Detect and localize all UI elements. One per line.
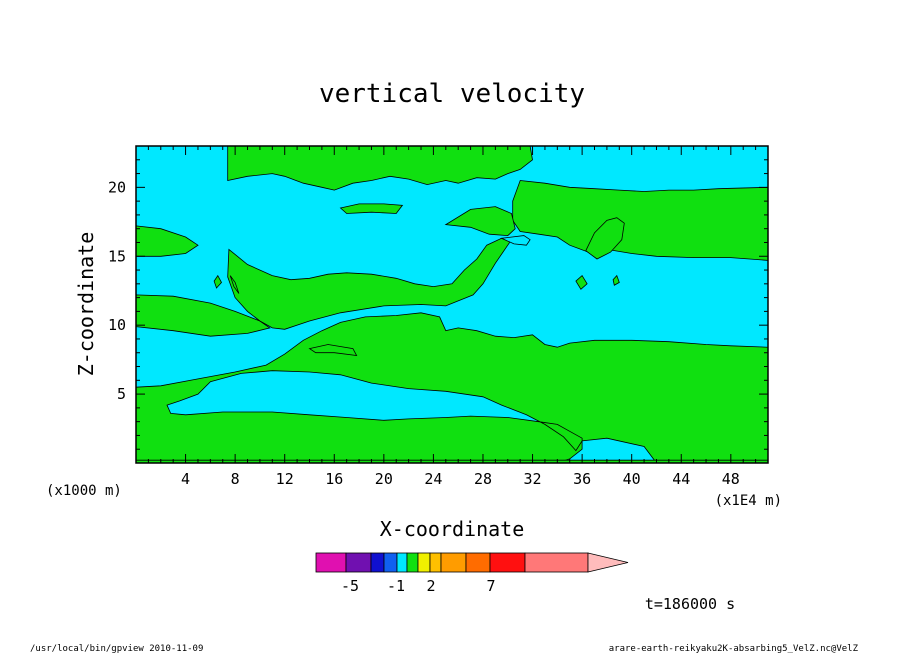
colorbar-swatch [406, 552, 419, 573]
contour-region-green-14 [612, 274, 620, 286]
x-tick-label: 36 [573, 470, 591, 488]
x-tick-label: 8 [231, 470, 240, 488]
x-tick-label: 12 [276, 470, 294, 488]
x-tick-label: 4 [181, 470, 190, 488]
y-tick-label: 5 [117, 385, 126, 403]
colorbar-tick-label: -1 [387, 577, 405, 595]
contour-regions [135, 145, 769, 464]
x-unit-right: (x1E4 m) [715, 493, 782, 509]
chart-title: vertical velocity [319, 79, 585, 109]
y-tick-label: 20 [108, 178, 126, 196]
colorbar-swatch [489, 552, 526, 573]
colorbar-swatch [417, 552, 431, 573]
y-tick-label: 10 [108, 316, 126, 334]
contour-region-green-3 [135, 312, 769, 464]
contour-region-green-1 [135, 294, 271, 337]
plot-frame [135, 145, 769, 464]
colorbar-swatch [315, 552, 347, 573]
colorbar-swatch [440, 552, 467, 573]
colorbar-arrow [587, 552, 629, 573]
contour-region-green-9 [585, 217, 625, 260]
contour-region-green-4 [227, 145, 533, 191]
time-label: t=186000 s [645, 595, 735, 613]
x-axis-ticks: 4 8 12 16 20 24 28 32 36 40 44 48 [147, 146, 757, 488]
footer-right: arare-earth-reikyaku2K-absarbing5_VelZ.n… [609, 644, 859, 654]
x-tick-label: 40 [623, 470, 641, 488]
y-axis-ticks: 5 10 15 20 [108, 159, 768, 450]
colorbar-labels: -5 -1 2 7 [341, 577, 496, 595]
colorbar-swatch [524, 552, 589, 573]
x-tick-label: 32 [524, 470, 542, 488]
x-tick-label: 24 [424, 470, 442, 488]
contour-region-cyan-0 [500, 235, 531, 246]
contour-region-green-7 [444, 206, 516, 237]
x-tick-label: 48 [722, 470, 740, 488]
colorbar-tick-label: 2 [426, 577, 435, 595]
colorbar-swatch [345, 552, 372, 573]
contour-region-green-10 [308, 344, 358, 356]
colorbar-swatch [396, 552, 408, 573]
colorbar-tick-label: -5 [341, 577, 359, 595]
x-tick-label: 28 [474, 470, 492, 488]
x-axis-label: X-coordinate [380, 517, 525, 541]
x-tick-label: 20 [375, 470, 393, 488]
colorbar-swatch [383, 552, 398, 573]
x-unit-left: (x1000 m) [46, 483, 122, 499]
x-tick-label: 16 [325, 470, 343, 488]
y-axis-label: Z-coordinate [74, 232, 98, 377]
contour-region-green-8 [339, 203, 404, 214]
y-tick-label: 15 [108, 247, 126, 265]
contour-region-green-5 [512, 180, 769, 261]
colorbar-swatch [370, 552, 385, 573]
colorbar-swatch [465, 552, 491, 573]
contour-region-green-13 [575, 274, 588, 290]
contour-region-green-11 [213, 274, 222, 289]
x-tick-label: 44 [672, 470, 690, 488]
colorbar-tick-label: 7 [486, 577, 495, 595]
colorbar [315, 552, 629, 573]
footer-left: /usr/local/bin/gpview 2010-11-09 [30, 644, 203, 654]
contour-region-green-12 [229, 275, 240, 294]
colorbar-swatch [429, 552, 442, 573]
